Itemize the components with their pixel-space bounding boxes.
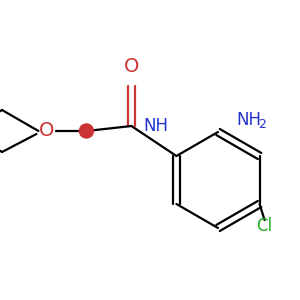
Text: O: O (124, 57, 139, 76)
Text: O: O (39, 122, 54, 140)
Text: NH: NH (143, 117, 168, 135)
Circle shape (80, 124, 93, 138)
Text: 2: 2 (258, 118, 266, 131)
Text: NH: NH (236, 111, 261, 129)
Text: Cl: Cl (256, 217, 273, 235)
